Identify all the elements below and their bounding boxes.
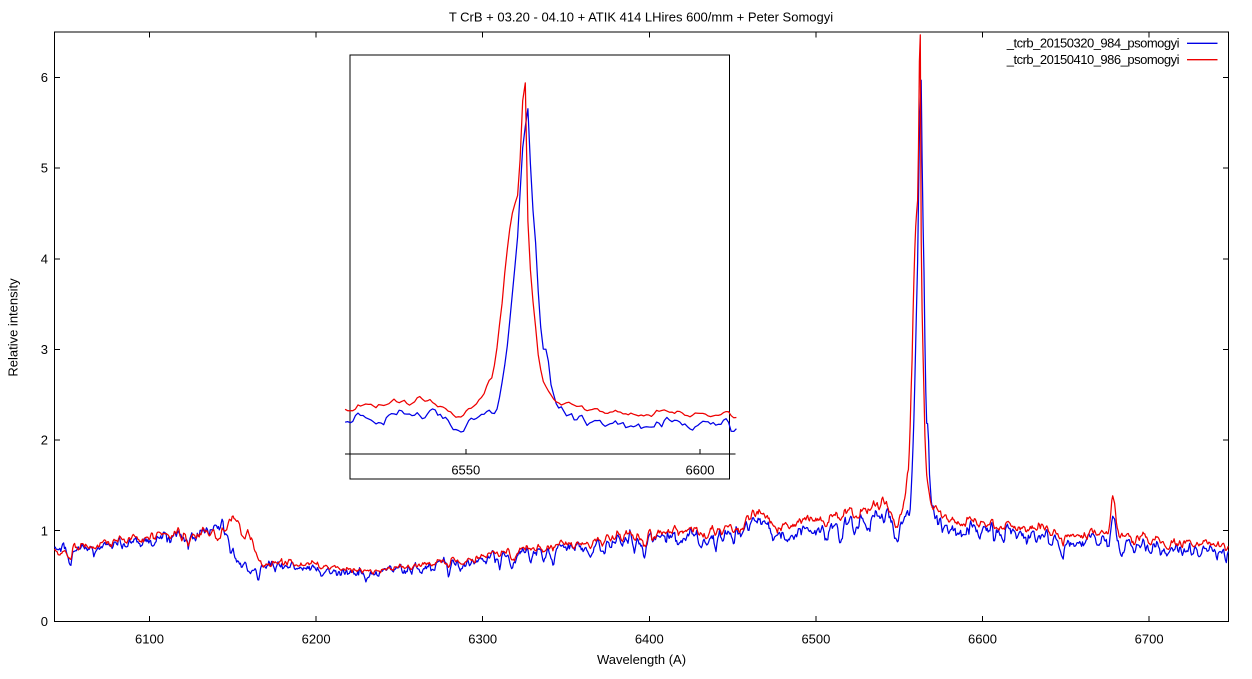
svg-text:6600: 6600 [686, 463, 715, 478]
svg-text:4: 4 [41, 251, 48, 266]
svg-text:6: 6 [41, 70, 48, 85]
svg-text:Relative intensity: Relative intensity [6, 278, 21, 377]
svg-text:_tcrb_20150410_986_psomogyi: _tcrb_20150410_986_psomogyi [1006, 52, 1180, 67]
svg-text:2: 2 [41, 433, 48, 448]
svg-text:6700: 6700 [1135, 632, 1164, 647]
svg-text:6400: 6400 [635, 632, 664, 647]
svg-text:0: 0 [41, 614, 48, 629]
svg-text:_tcrb_20150320_984_psomogyi: _tcrb_20150320_984_psomogyi [1006, 36, 1180, 51]
svg-text:6200: 6200 [302, 632, 331, 647]
svg-text:6600: 6600 [968, 632, 997, 647]
svg-text:6100: 6100 [135, 632, 164, 647]
svg-text:3: 3 [41, 342, 48, 357]
svg-text:6500: 6500 [801, 632, 830, 647]
svg-text:1: 1 [41, 523, 48, 538]
svg-text:T CrB + 03.20 - 04.10 + ATIK 4: T CrB + 03.20 - 04.10 + ATIK 414 LHires … [449, 10, 833, 25]
svg-text:5: 5 [41, 161, 48, 176]
svg-text:6300: 6300 [468, 632, 497, 647]
svg-text:6550: 6550 [451, 463, 480, 478]
svg-text:Wavelength (A): Wavelength (A) [597, 652, 686, 667]
